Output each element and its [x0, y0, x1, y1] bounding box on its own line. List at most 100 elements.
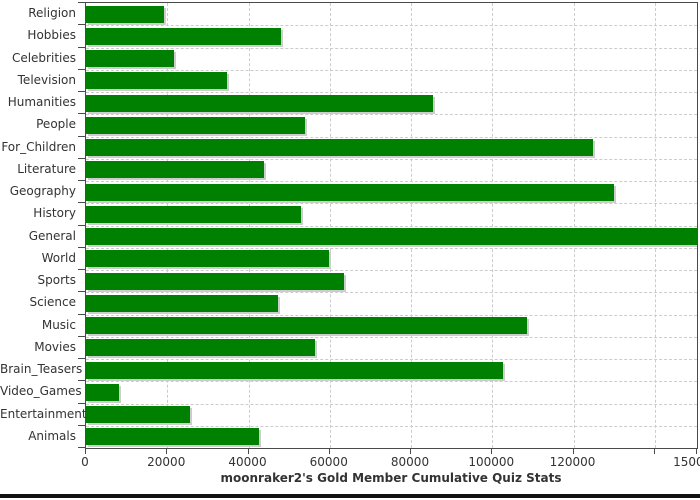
category-label: History [33, 206, 76, 221]
category-tick [78, 46, 85, 48]
bar [86, 361, 504, 379]
value-tick [247, 449, 249, 454]
category-gridline [86, 203, 697, 205]
bar [86, 161, 264, 179]
category-tick [78, 2, 85, 3]
value-tick [410, 449, 411, 454]
category-label: Brain_Teasers [0, 362, 83, 376]
category-gridline [86, 403, 697, 405]
category-gridline [86, 114, 697, 116]
category-gridline [86, 292, 697, 294]
category-label: Movies [34, 339, 76, 354]
value-tick [491, 449, 493, 454]
category-gridline [86, 181, 697, 182]
value-tick-label: 40000 [228, 455, 267, 469]
bar [86, 94, 433, 112]
category-tick [78, 335, 85, 337]
bar [86, 383, 120, 401]
category-tick [78, 68, 85, 70]
plot-area [85, 2, 698, 449]
category-tick [78, 380, 85, 382]
category-gridline [86, 336, 697, 338]
category-gridline [86, 270, 697, 271]
category-tick [78, 246, 85, 248]
category-gridline [86, 47, 697, 49]
bar [86, 339, 315, 357]
category-gridline [86, 136, 697, 138]
category-gridline [86, 359, 697, 360]
category-tick [78, 447, 85, 448]
category-label: Hobbies [27, 28, 76, 43]
category-label: For_Children [1, 139, 76, 154]
bar [86, 406, 190, 423]
category-label: Religion [28, 6, 76, 20]
category-tick [78, 224, 85, 226]
bottom-border-band [0, 494, 700, 498]
category-label: Entertainment [0, 406, 87, 421]
bar [86, 50, 174, 67]
bar [86, 294, 279, 312]
category-tick [78, 24, 85, 26]
value-tick [653, 449, 655, 454]
bar [86, 250, 329, 268]
bar [86, 72, 227, 90]
value-tick-label: 0 [81, 455, 89, 469]
category-tick [78, 402, 85, 404]
value-tick-label: 120000 [549, 455, 596, 469]
category-gridline [86, 158, 697, 160]
value-tick [696, 449, 697, 454]
bar [86, 272, 345, 290]
bar [86, 317, 528, 334]
category-label: World [41, 250, 76, 265]
value-tick [328, 449, 330, 454]
bar [86, 139, 593, 156]
value-tick-label: 20000 [147, 455, 186, 469]
category-label: Television [17, 72, 76, 87]
category-tick [78, 358, 85, 359]
category-tick [78, 135, 85, 137]
value-tick [85, 449, 86, 454]
category-label: Literature [17, 161, 76, 176]
bar [86, 27, 281, 45]
category-tick [78, 180, 85, 181]
category-label: Music [41, 317, 76, 332]
category-gridline [86, 69, 697, 71]
category-tick [78, 157, 85, 159]
value-tick [166, 449, 168, 454]
category-gridline [86, 425, 697, 427]
value-tick-label: 80000 [390, 455, 430, 469]
bar [86, 228, 697, 245]
chart-title: moonraker2's Gold Member Cumulative Quiz… [220, 471, 562, 485]
category-gridline [86, 225, 697, 227]
category-tick [78, 269, 85, 270]
category-tick [78, 202, 85, 204]
bar [86, 5, 165, 23]
category-tick [78, 291, 85, 293]
category-gridline [86, 381, 697, 383]
category-gridline [86, 247, 697, 249]
category-gridline [86, 314, 697, 316]
category-label: General [28, 228, 76, 243]
bar [86, 183, 614, 201]
value-tick-label: 100000 [468, 455, 515, 469]
value-tick-label: 60000 [309, 455, 348, 469]
category-label: Video_Games [0, 384, 82, 399]
value-tick [572, 449, 574, 454]
bar [86, 205, 301, 223]
category-tick [78, 424, 85, 426]
bar [86, 116, 306, 134]
bar [86, 428, 260, 446]
category-label: Geography [9, 184, 76, 198]
category-gridline [86, 92, 697, 93]
value-tick-label: 150000 [673, 455, 700, 469]
category-tick [78, 91, 85, 92]
category-label: People [36, 117, 76, 132]
category-tick [78, 113, 85, 115]
category-label: Science [29, 295, 76, 310]
category-label: Humanities [7, 95, 76, 109]
category-label: Celebrities [11, 50, 76, 65]
category-label: Sports [37, 273, 76, 287]
category-label: Animals [28, 428, 76, 443]
category-gridline [86, 25, 697, 27]
